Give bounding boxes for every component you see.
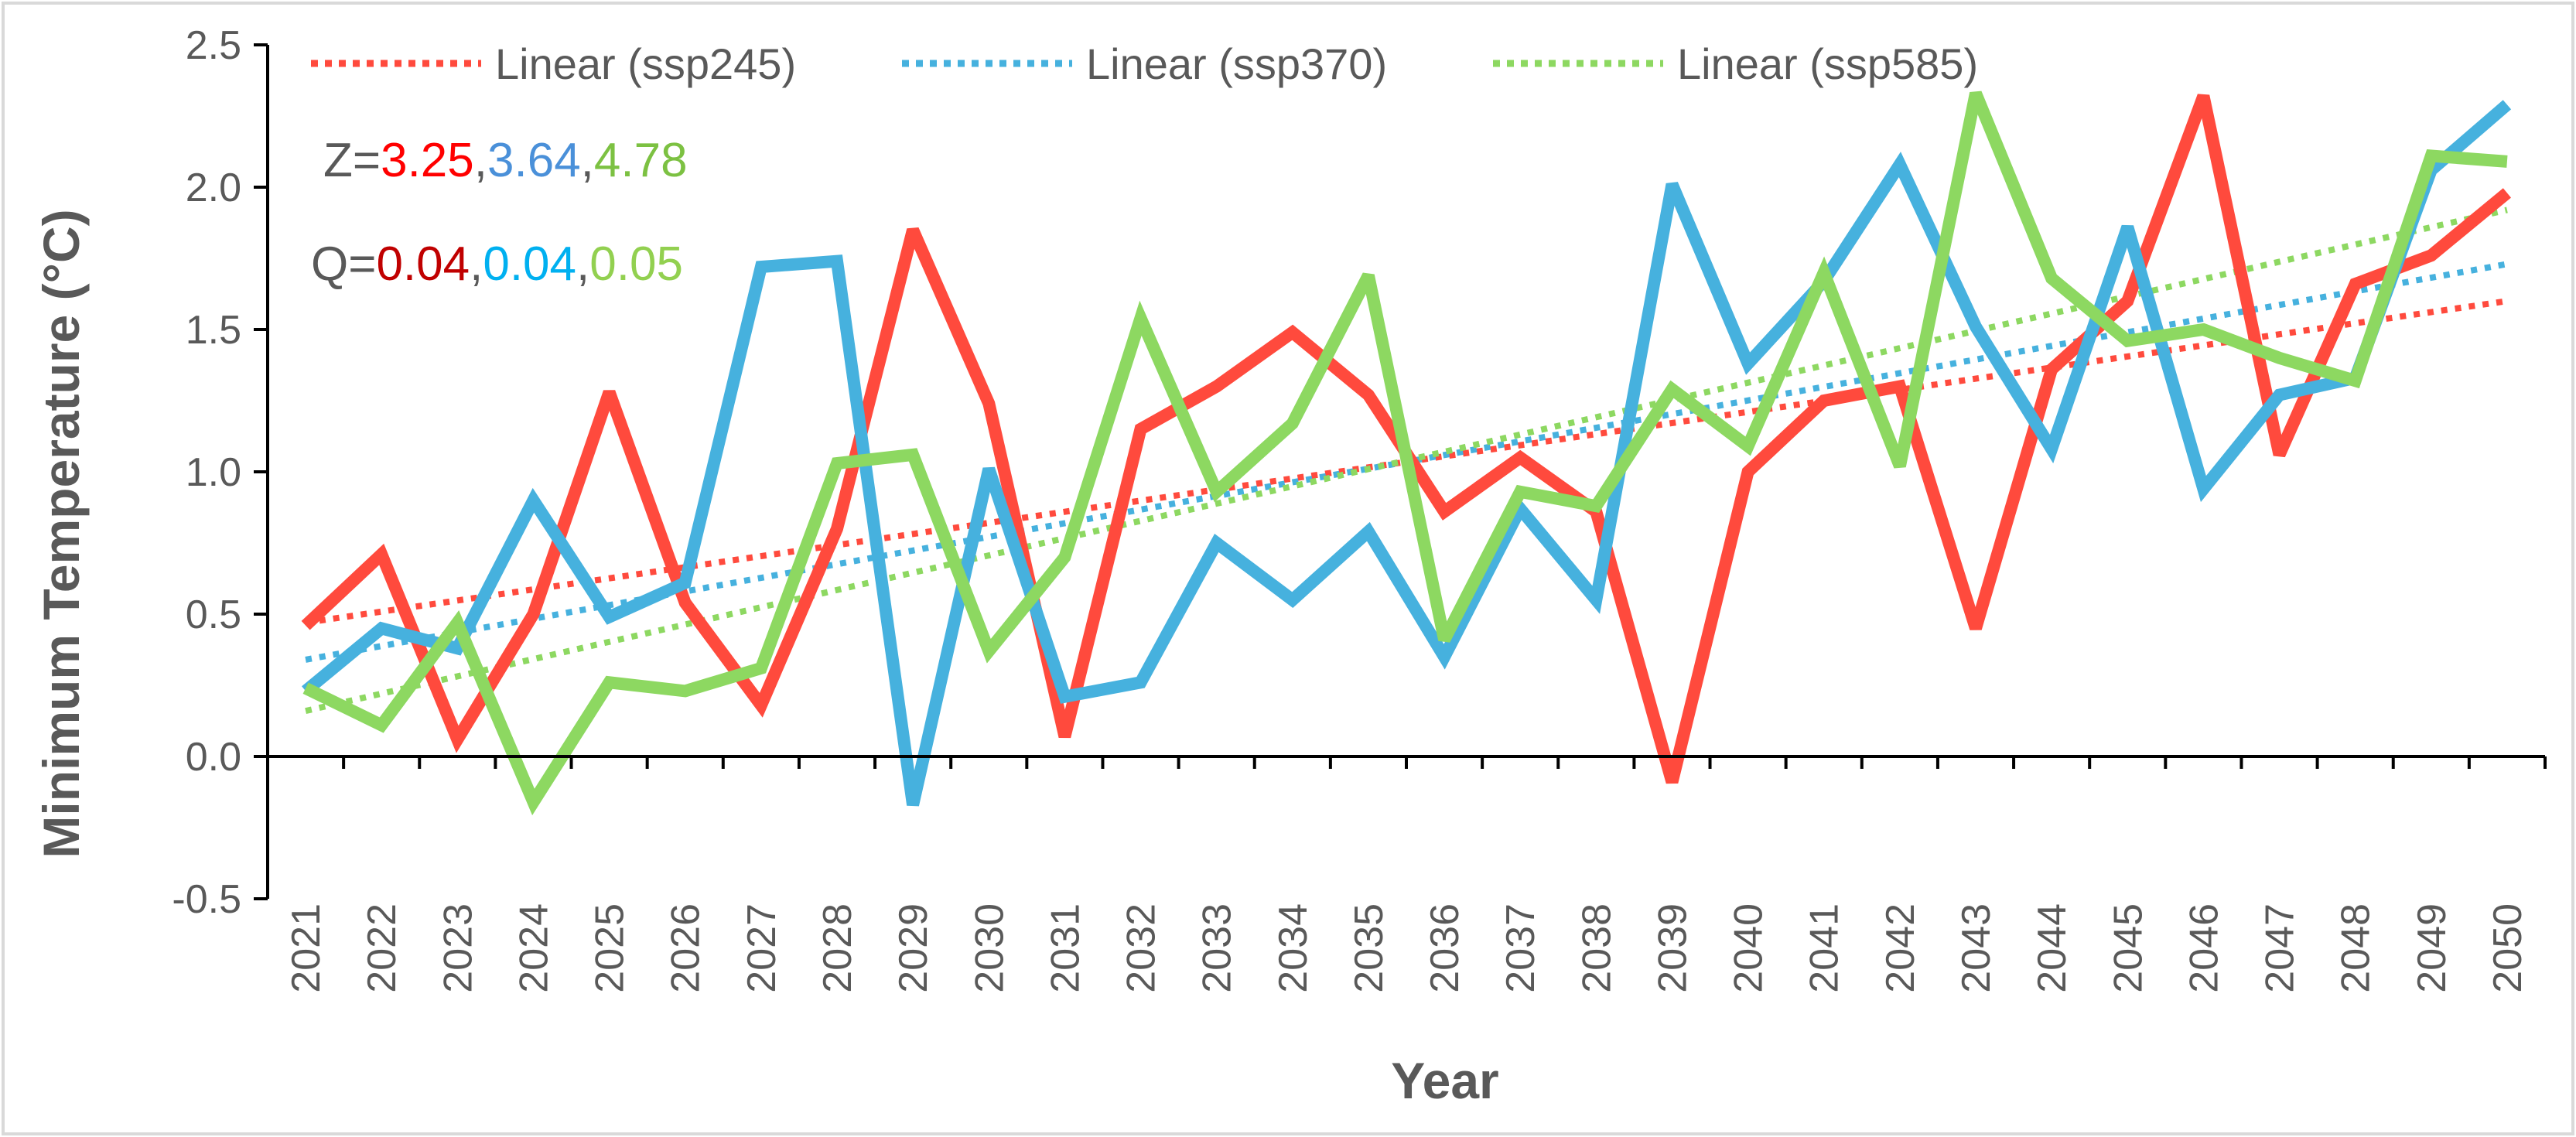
series-line-ssp370	[302, 100, 2512, 807]
z-prefix: Z=	[323, 134, 381, 187]
y-tick-label: 2.5	[186, 23, 241, 68]
trendline-ssp245	[305, 298, 2508, 626]
y-tick-label: 0.0	[186, 735, 241, 780]
x-tick-label: 2048	[2334, 903, 2379, 993]
x-tick-label: 2043	[1954, 903, 1999, 993]
x-tick-label: 2041	[1802, 903, 1847, 993]
x-tick-label: 2045	[2106, 903, 2151, 993]
x-tick-label: 2049	[2410, 903, 2455, 993]
axis-layer: 2.5 2.0 1.5 1.0 0.5 0.0 -0.5 2021 2022 2023 2024 20…	[172, 23, 2547, 993]
x-axis-title: Year	[1391, 1052, 1498, 1109]
legend-label-ssp370: Linear (ssp370)	[1086, 39, 1387, 88]
x-tick-label: 2034	[1271, 903, 1316, 993]
x-tick-label: 2042	[1878, 903, 1923, 993]
q-prefix: Q=	[311, 237, 376, 291]
x-tick-label: 2033	[1195, 903, 1240, 993]
x-tick-label: 2031	[1043, 903, 1088, 993]
x-tick-label: 2030	[967, 903, 1012, 993]
x-tick-label: 2026	[664, 903, 709, 993]
x-tick-label: 2040	[1727, 903, 1771, 993]
q-value-ssp370: 0.04	[483, 237, 576, 291]
x-tick-label: 2032	[1119, 903, 1164, 993]
q-value-ssp245: 0.04	[376, 237, 470, 291]
series-line-ssp585	[302, 90, 2508, 816]
x-tick-label: 2038	[1574, 903, 1619, 993]
y-tick-label: 1.5	[186, 308, 241, 353]
y-tick-label: 0.5	[186, 592, 241, 637]
y-tick-label: 2.0	[186, 166, 241, 210]
legend-label-ssp585: Linear (ssp585)	[1677, 39, 1978, 88]
x-tick-label: 2046	[2181, 903, 2226, 993]
y-tick-label: -0.5	[172, 877, 241, 922]
series-layer	[301, 90, 2512, 816]
x-tick-label: 2050	[2485, 903, 2530, 993]
y-tick-label: 1.0	[186, 450, 241, 495]
z-separator: ,	[474, 134, 487, 187]
q-statistic-annotation: Q=0.04,0.04,0.05	[311, 237, 683, 291]
x-tick-label: 2036	[1423, 903, 1467, 993]
legend: Linear (ssp245) Linear (ssp370) Linear (…	[311, 39, 1978, 88]
x-tick-label: 2027	[740, 903, 784, 993]
q-value-ssp585: 0.05	[589, 237, 683, 291]
x-tick-label: 2022	[360, 903, 405, 993]
y-axis-title: Minimum Temperature (°C)	[32, 209, 90, 858]
x-tick-label: 2029	[891, 903, 936, 993]
x-tick-label: 2024	[511, 903, 556, 993]
x-tick-label: 2028	[815, 903, 860, 993]
x-tick-label: 2021	[284, 903, 329, 993]
z-value-ssp370: 3.64	[487, 134, 581, 187]
x-tick-label: 2035	[1347, 903, 1392, 993]
legend-label-ssp245: Linear (ssp245)	[495, 39, 796, 88]
x-tick-label: 2023	[436, 903, 480, 993]
q-separator: ,	[576, 237, 589, 291]
x-tick-label: 2037	[1498, 903, 1543, 993]
z-statistic-annotation: Z=3.25,3.64,4.78	[323, 134, 688, 187]
z-value-ssp585: 4.78	[594, 134, 688, 187]
q-separator: ,	[470, 237, 483, 291]
z-separator: ,	[581, 134, 594, 187]
x-tick-label: 2047	[2258, 903, 2303, 993]
z-value-ssp245: 3.25	[381, 134, 474, 187]
x-tick-label: 2044	[2030, 903, 2075, 993]
x-tick-label: 2039	[1650, 903, 1695, 993]
x-tick-label: 2025	[588, 903, 633, 993]
